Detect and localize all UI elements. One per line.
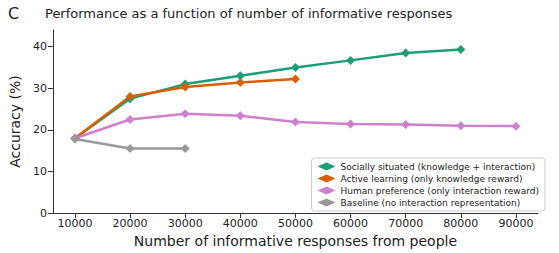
svg-text:80000: 80000 <box>443 217 478 230</box>
svg-text:Active learning (only knowledg: Active learning (only knowledge reward) <box>341 174 523 184</box>
svg-text:20: 20 <box>33 123 47 136</box>
svg-text:0: 0 <box>40 207 47 220</box>
svg-text:50000: 50000 <box>278 217 313 230</box>
svg-text:20000: 20000 <box>113 217 148 230</box>
svg-text:30: 30 <box>33 82 47 95</box>
svg-text:40: 40 <box>33 40 47 53</box>
svg-text:Human preference (only interac: Human preference (only interaction rewar… <box>341 186 540 196</box>
svg-text:10: 10 <box>33 165 47 178</box>
svg-text:Accuracy (%): Accuracy (%) <box>7 75 23 168</box>
svg-text:10000: 10000 <box>57 217 92 230</box>
svg-text:C: C <box>8 4 19 23</box>
svg-text:Baseline (no interaction repre: Baseline (no interaction representation) <box>341 198 521 208</box>
svg-text:90000: 90000 <box>498 217 533 230</box>
svg-text:70000: 70000 <box>388 217 423 230</box>
svg-text:40000: 40000 <box>223 217 258 230</box>
svg-text:Number of informative response: Number of informative responses from peo… <box>134 233 457 249</box>
svg-text:Socially situated (knowledge +: Socially situated (knowledge + interacti… <box>341 162 536 172</box>
svg-text:60000: 60000 <box>333 217 368 230</box>
svg-text:30000: 30000 <box>168 217 203 230</box>
svg-text:Performance as a function of n: Performance as a function of number of i… <box>45 6 453 21</box>
